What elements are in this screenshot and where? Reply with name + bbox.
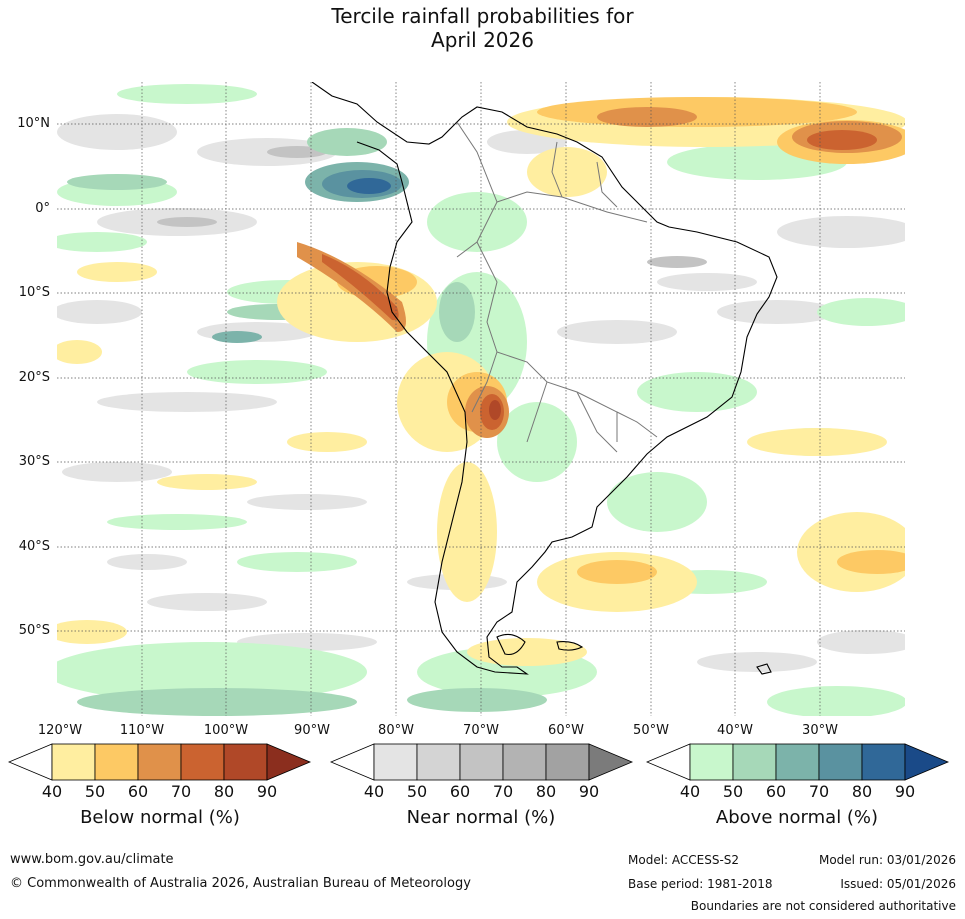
lon-label-110w: 110°W — [119, 723, 165, 738]
footer-model-run: Model run: 03/01/2026 — [818, 853, 956, 867]
near-normal-colorbar — [330, 743, 634, 781]
footer-model: Model: ACCESS-S2 — [628, 853, 740, 867]
country-borders — [456, 121, 658, 453]
below-tick-40: 40 — [41, 782, 63, 801]
above-cbar-extend-high — [904, 743, 950, 781]
near-tick-80: 80 — [535, 782, 557, 801]
lon-label-80w: 80°W — [378, 723, 414, 738]
footer-copyright: © Commonwealth of Australia 2026, Austra… — [10, 876, 471, 891]
below-tick-90: 90 — [256, 782, 278, 801]
probability-shading — [57, 84, 905, 716]
near-cbar-seg-4 — [545, 743, 590, 781]
near-tick-60: 60 — [449, 782, 471, 801]
above-cbar-seg-3 — [818, 743, 863, 781]
lon-label-40w: 40°W — [717, 723, 753, 738]
near-normal-label: Near normal (%) — [406, 807, 556, 828]
lat-label-40s: 40°S — [18, 539, 50, 554]
below-tick-60: 60 — [127, 782, 149, 801]
coastlines — [311, 82, 778, 675]
above-cbar-seg-0 — [689, 743, 734, 781]
near-cbar-extend-high — [588, 743, 634, 781]
lat-label-0: 0° — [35, 201, 50, 216]
below-cbar-seg-4 — [223, 743, 268, 781]
below-cbar-seg-2 — [137, 743, 182, 781]
lon-label-70w: 70°W — [463, 723, 499, 738]
probability-map[interactable] — [57, 82, 905, 716]
below-cbar-extend-low — [8, 743, 53, 781]
near-cbar-extend-low — [330, 743, 375, 781]
lat-label-50s: 50°S — [18, 623, 50, 638]
above-normal-label: Above normal (%) — [715, 807, 879, 828]
lat-label-30s: 30°S — [18, 454, 50, 469]
map-title: Tercile rainfall probabilities for April… — [0, 4, 965, 52]
lat-label-10s: 10°S — [18, 285, 50, 300]
above-cbar-segments — [689, 743, 906, 781]
footer-issued: Issued: 05/01/2026 — [840, 877, 956, 891]
above-tick-40: 40 — [679, 782, 701, 801]
lon-label-60w: 60°W — [548, 723, 584, 738]
below-cbar-segments — [51, 743, 268, 781]
above-cbar-seg-2 — [775, 743, 820, 781]
map-svg — [57, 82, 905, 716]
below-cbar-seg-0 — [51, 743, 96, 781]
below-normal-colorbar — [8, 743, 312, 781]
above-normal-colorbar — [646, 743, 950, 781]
above-tick-60: 60 — [765, 782, 787, 801]
near-cbar-seg-0 — [373, 743, 418, 781]
lat-label-10n: 10°N — [17, 116, 50, 131]
near-tick-70: 70 — [492, 782, 514, 801]
below-tick-70: 70 — [170, 782, 192, 801]
lon-label-100w: 100°W — [203, 723, 249, 738]
above-cbar-extend-low — [646, 743, 691, 781]
above-cbar-seg-1 — [732, 743, 777, 781]
footer-url-link[interactable]: www.bom.gov.au/climate — [10, 852, 174, 867]
below-cbar-seg-1 — [94, 743, 139, 781]
near-tick-90: 90 — [578, 782, 600, 801]
near-cbar-segments — [373, 743, 590, 781]
near-tick-40: 40 — [363, 782, 385, 801]
below-cbar-seg-3 — [180, 743, 225, 781]
below-normal-label: Below normal (%) — [80, 807, 240, 828]
graticule — [57, 82, 905, 716]
lon-label-30w: 30°W — [802, 723, 838, 738]
lon-label-90w: 90°W — [294, 723, 330, 738]
lon-label-120w: 120°W — [37, 723, 83, 738]
title-line-1: Tercile rainfall probabilities for — [331, 4, 634, 28]
below-tick-50: 50 — [84, 782, 106, 801]
lat-label-20s: 20°S — [18, 370, 50, 385]
lon-label-50w: 50°W — [633, 723, 669, 738]
above-tick-80: 80 — [851, 782, 873, 801]
near-cbar-seg-2 — [459, 743, 504, 781]
below-cbar-extend-high — [266, 743, 312, 781]
near-cbar-seg-1 — [416, 743, 461, 781]
above-tick-90: 90 — [894, 782, 916, 801]
above-cbar-seg-4 — [861, 743, 906, 781]
above-tick-70: 70 — [808, 782, 830, 801]
above-tick-50: 50 — [722, 782, 744, 801]
footer-disclaimer: Boundaries are not considered authoritat… — [690, 899, 956, 913]
footer-base-period: Base period: 1981-2018 — [628, 877, 773, 891]
near-tick-50: 50 — [406, 782, 428, 801]
title-line-2: April 2026 — [431, 28, 534, 52]
below-tick-80: 80 — [213, 782, 235, 801]
near-cbar-seg-3 — [502, 743, 547, 781]
